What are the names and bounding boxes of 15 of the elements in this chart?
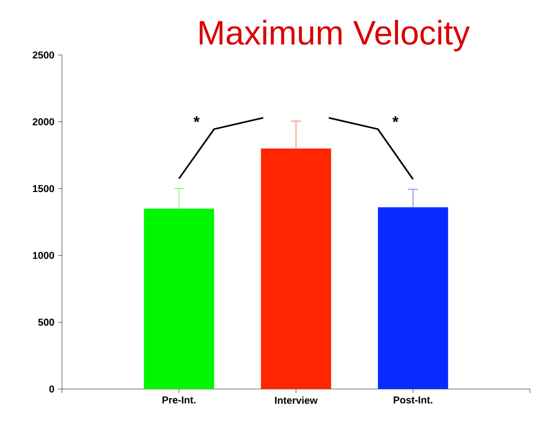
x-tick-label: Post-Int.	[394, 396, 432, 404]
y-tick-label: 1000	[32, 252, 54, 259]
bar	[260, 148, 332, 389]
annotation: *	[194, 116, 200, 122]
chart-title: Maximum Velocity	[200, 20, 470, 52]
bar	[144, 208, 214, 389]
x-tick-label: Pre-Int.	[162, 396, 196, 404]
bar	[378, 207, 448, 389]
y-tick-label: 0	[49, 385, 54, 393]
y-tick-label: 500	[38, 318, 54, 326]
annotation: *	[392, 116, 399, 122]
y-tick-label: 2500	[32, 51, 54, 59]
y-tick-label: 2000	[32, 118, 54, 126]
x-tick-label: Interview	[275, 396, 318, 404]
y-tick-label: 1500	[32, 185, 54, 192]
